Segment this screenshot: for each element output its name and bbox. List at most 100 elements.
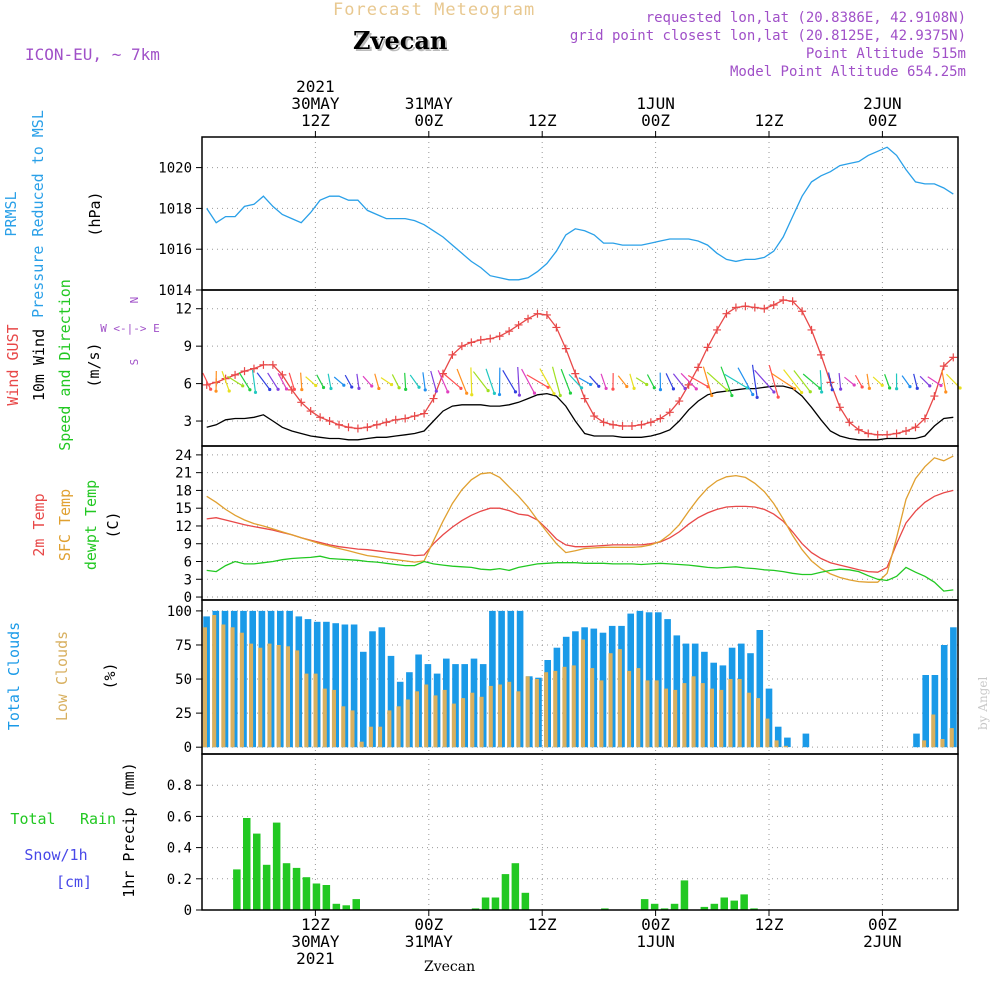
bar-low-clouds: [276, 645, 281, 748]
bar-total-clouds: [507, 610, 515, 748]
gust-marker: [486, 334, 495, 343]
gust-marker: [420, 409, 429, 418]
wind-arrow-head: [745, 386, 749, 390]
wind-arrow: [793, 370, 811, 393]
wind-arrow-head: [227, 389, 231, 393]
model-name: ICON-EU, ~ 7km: [25, 45, 160, 64]
wind-arrow: [771, 373, 795, 390]
wind-arrow: [838, 373, 842, 390]
time-label-top: 00Z: [868, 111, 897, 130]
credit-watermark: by Angel: [976, 676, 990, 730]
wind-arrow: [635, 377, 648, 385]
wind-arrow-head: [860, 385, 864, 389]
axis-label: Total Clouds: [5, 622, 23, 730]
wind-arrow: [819, 370, 823, 393]
wind-arrow: [600, 373, 607, 389]
gust-marker: [779, 295, 788, 304]
gust-marker: [514, 320, 523, 329]
wind-arrow: [202, 372, 212, 390]
bar-total-clouds: [323, 621, 330, 748]
wind-arrow-head: [830, 388, 834, 392]
wind-arrow-head: [818, 386, 822, 390]
bar-total-clouds: [774, 726, 782, 748]
bar-total-rain: [253, 833, 261, 910]
bar-total-clouds: [756, 630, 764, 748]
gust-marker: [599, 418, 608, 427]
gust-marker: [344, 423, 353, 432]
gust-marker: [722, 309, 731, 318]
gust-marker: [883, 430, 892, 439]
bar-low-clouds: [451, 703, 456, 748]
bar-low-clouds: [295, 650, 300, 748]
y-tick-label: 6: [184, 377, 192, 393]
wind-arrow: [344, 374, 353, 388]
bar-low-clouds: [525, 676, 530, 748]
bar-total-clouds: [922, 675, 929, 748]
wind-arrow-head: [446, 390, 450, 394]
wind-arrow-head: [465, 391, 469, 395]
wind-arrow-head: [808, 390, 812, 394]
y-tick-label: 0: [184, 903, 192, 919]
wind-arrow: [617, 375, 628, 387]
axis-label: SFC Temp: [56, 489, 74, 561]
gust-marker: [694, 363, 703, 372]
wind-arrow: [827, 372, 833, 390]
gust-marker: [750, 303, 759, 312]
wind-arrow: [374, 373, 380, 389]
y-tick-label: 3: [184, 572, 192, 588]
wind-arrow-head: [314, 383, 318, 388]
bar-low-clouds: [940, 739, 945, 748]
wind-arrow-head: [683, 386, 687, 391]
bar-low-clouds: [396, 706, 401, 748]
wind-arrow: [356, 373, 360, 389]
y-tick-label: 24: [175, 448, 192, 464]
bar-total-rain: [262, 864, 271, 910]
gust-marker: [637, 420, 646, 429]
bar-total-clouds: [369, 631, 376, 748]
series-line-10m-wind: [206, 385, 954, 441]
bar-total-clouds: [655, 612, 662, 748]
gust-marker: [401, 414, 410, 423]
footer-location: Zvecan: [424, 959, 476, 975]
wind-arrow: [251, 369, 257, 393]
bar-low-clouds: [691, 676, 696, 748]
grid-coords: grid point closest lon,lat (20.8125E, 42…: [569, 28, 966, 44]
axis-label: (C): [104, 511, 122, 538]
bar-low-clouds: [516, 691, 521, 748]
time-label-top: 12Z: [755, 111, 784, 130]
gust-marker: [845, 418, 854, 427]
bar-low-clouds: [470, 692, 475, 748]
y-tick-label: 0: [184, 590, 192, 606]
bar-total-rain: [710, 903, 719, 910]
gust-marker: [391, 415, 400, 424]
wind-arrow: [706, 371, 728, 391]
wind-arrow: [854, 374, 863, 388]
wind-arrow-head: [513, 390, 518, 394]
wind-arrow-head: [625, 384, 629, 389]
gust-marker: [495, 332, 504, 341]
gust-marker: [231, 370, 240, 379]
gust-marker: [864, 429, 873, 438]
point-altitude: Point Altitude 515m: [805, 46, 966, 62]
y-tick-label: 50: [175, 672, 192, 688]
wind-arrow-head: [725, 388, 729, 392]
wind-arrow: [277, 372, 288, 390]
wind-arrow-head: [632, 386, 636, 391]
wind-arrow-head: [944, 390, 948, 394]
wind-arrow-head: [268, 387, 272, 392]
bar-low-clouds: [322, 688, 327, 748]
gust-marker: [656, 414, 665, 423]
precip-axis-label: 1hr Precip (mm): [120, 762, 138, 897]
gust-marker: [335, 420, 344, 429]
y-tick-label: 1018: [158, 201, 192, 217]
gust-marker: [476, 335, 485, 344]
gust-marker: [561, 344, 570, 353]
wind-arrow: [702, 366, 713, 396]
gust-marker: [382, 418, 391, 427]
wind-arrow-head: [209, 387, 213, 391]
gust-marker: [911, 423, 920, 432]
wind-arrow-head: [867, 386, 871, 390]
wind-arrow-head: [377, 386, 381, 391]
bar-total-rain: [312, 883, 321, 910]
bar-low-clouds: [553, 670, 558, 748]
